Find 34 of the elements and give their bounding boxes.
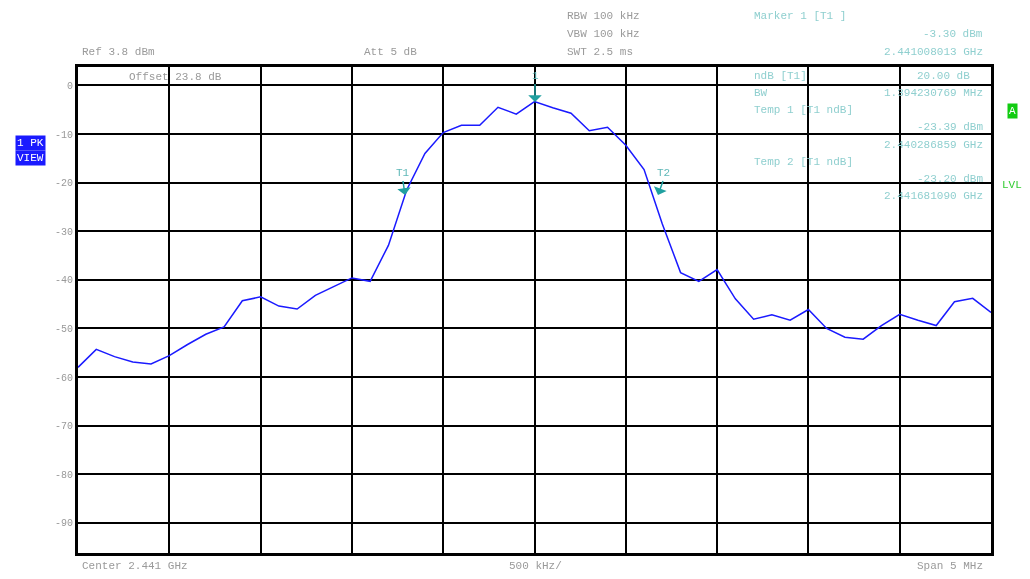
text: Ref 3.8 dBm bbox=[82, 46, 156, 58]
y-tick-label: -20 bbox=[54, 178, 73, 190]
text: Marker 1 [T1 ] bbox=[754, 10, 847, 22]
annotation: 1 bbox=[532, 70, 539, 82]
y-tick-label: -50 bbox=[54, 323, 73, 335]
text: Center 2.441 GHz bbox=[82, 560, 188, 572]
y-tick-label: 0 bbox=[66, 80, 73, 92]
text: RBW 100 kHz bbox=[567, 10, 640, 22]
text: SWT 2.5 ms bbox=[567, 46, 634, 58]
annotation: Offset 23.8 dB bbox=[129, 71, 222, 83]
text: 2.441008013 GHz bbox=[884, 46, 984, 58]
y-tick-label: -10 bbox=[54, 129, 73, 141]
text: VIEW bbox=[17, 152, 44, 164]
y-tick-label: -30 bbox=[54, 226, 73, 238]
text: LVL bbox=[1002, 179, 1022, 191]
annotation: T2 bbox=[657, 167, 671, 179]
text: 500 kHz/ bbox=[509, 560, 562, 572]
text: A bbox=[1009, 105, 1016, 117]
annotation: ndB [T1] bbox=[754, 70, 807, 82]
annotation: -23.39 dBm bbox=[917, 121, 984, 133]
y-tick-label: -80 bbox=[54, 469, 73, 481]
text: Span 5 MHz bbox=[917, 560, 984, 572]
annotation: -23.20 dBm bbox=[917, 173, 984, 185]
annotation: BW bbox=[754, 87, 768, 99]
text: Att 5 dB bbox=[364, 46, 418, 58]
y-tick-label: -40 bbox=[54, 275, 73, 287]
annotation: 20.00 dB bbox=[917, 70, 971, 82]
y-tick-label: -90 bbox=[54, 518, 73, 530]
text: VBW 100 kHz bbox=[567, 28, 640, 40]
y-tick-label: -60 bbox=[54, 372, 73, 384]
text: 1 PK bbox=[17, 137, 44, 149]
annotation: T1 bbox=[396, 167, 410, 179]
text: -3.30 dBm bbox=[923, 28, 983, 40]
y-tick-label: -70 bbox=[54, 421, 73, 433]
